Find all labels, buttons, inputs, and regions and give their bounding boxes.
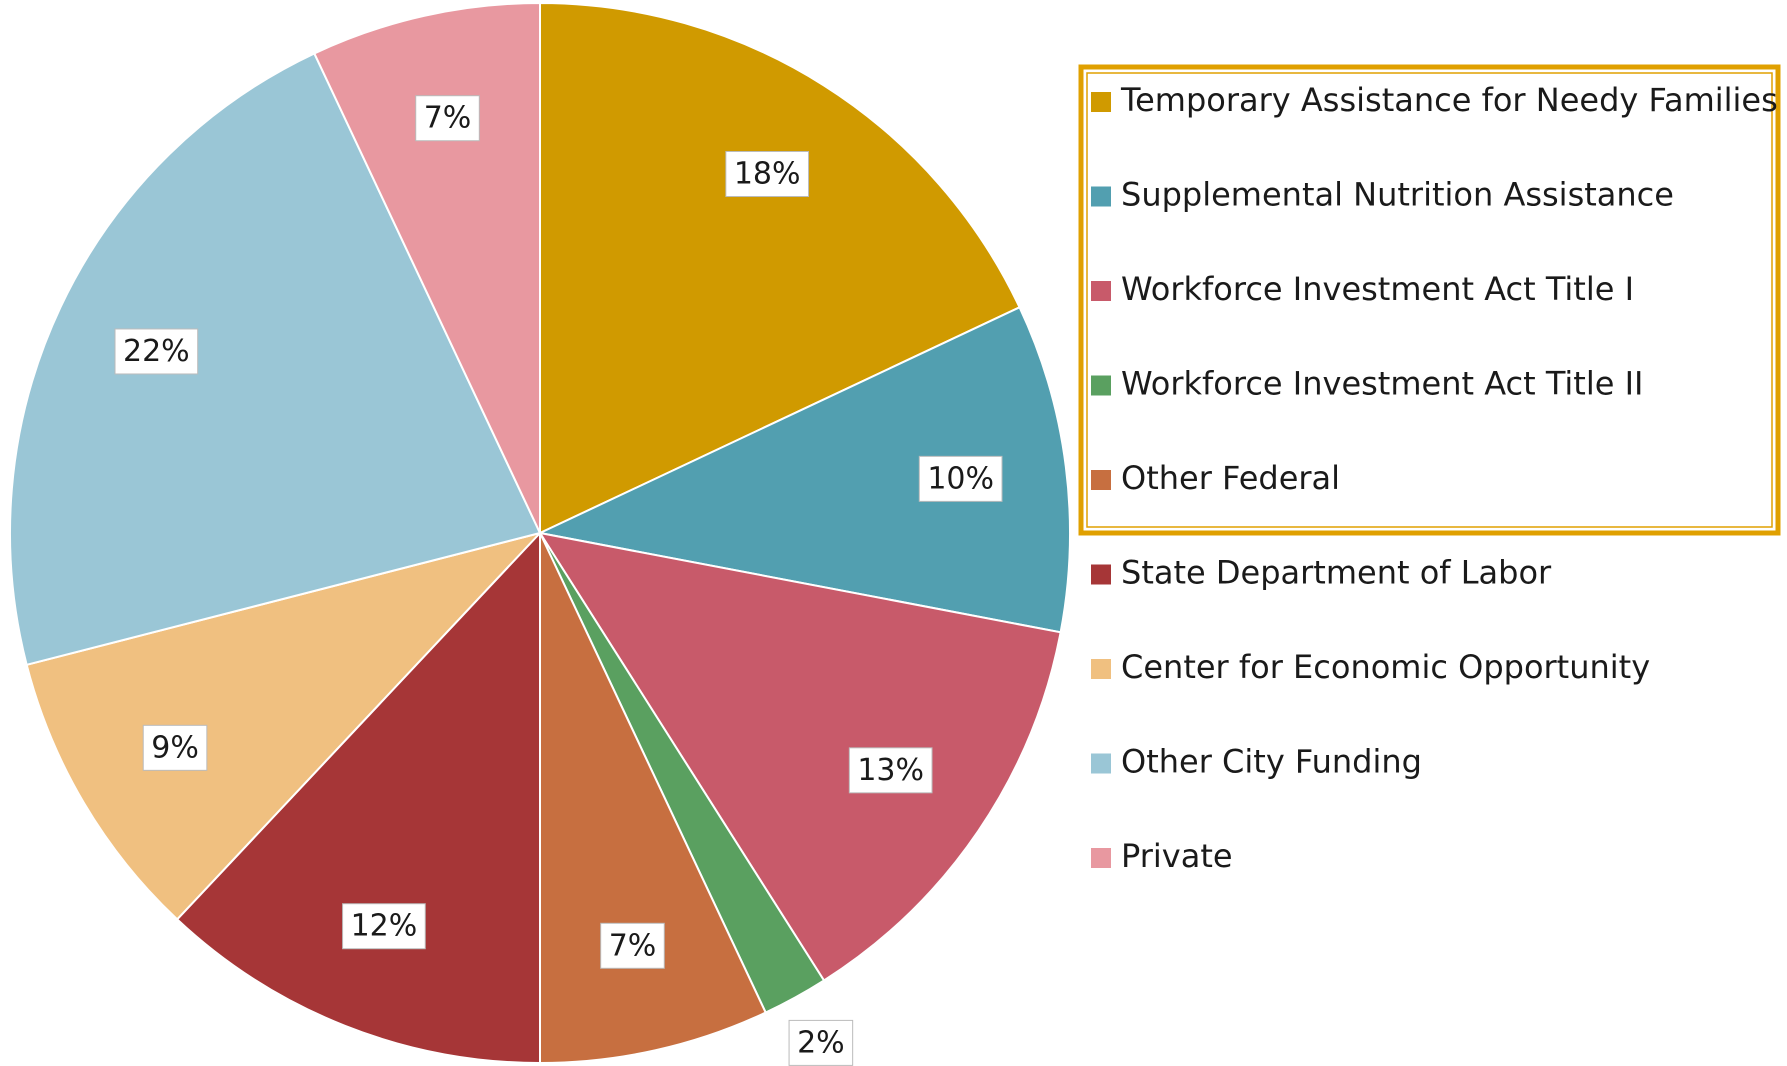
data-label-box	[600, 922, 665, 969]
pie-slice	[539, 532, 767, 1065]
data-label: 7%	[609, 928, 657, 963]
legend-swatch	[1091, 375, 1111, 396]
data-label-box	[342, 903, 426, 950]
data-label: 9%	[151, 730, 199, 765]
legend-swatch	[1091, 753, 1111, 774]
legend-swatch	[1091, 659, 1111, 679]
data-label-box	[788, 1019, 854, 1066]
legend-swatch	[1091, 186, 1111, 207]
pie-slice	[536, 306, 1071, 634]
legend-swatch	[1091, 281, 1111, 301]
legend-swatch	[1091, 848, 1111, 868]
pie-slice	[313, 1, 541, 534]
data-label: 22%	[123, 334, 190, 369]
legend-swatch	[1091, 92, 1111, 112]
legend-label: Temporary Assistance for Needy Families	[1120, 81, 1778, 119]
legend: Temporary Assistance for Needy Families S…	[1091, 81, 1778, 875]
legend-highlight	[1078, 64, 1781, 536]
legend-label: Workforce Investment Act Title II	[1121, 365, 1643, 403]
legend-label: State Department of Labor	[1121, 554, 1552, 592]
data-label-box	[918, 455, 1003, 502]
data-label-box	[415, 95, 480, 142]
legend-label: Private	[1121, 837, 1233, 875]
data-label: 12%	[351, 909, 418, 944]
legend-label: Workforce Investment Act Title I	[1121, 270, 1634, 308]
data-label: 7%	[424, 101, 472, 136]
data-label-box	[725, 151, 810, 198]
legend-label: Center for Economic Opportunity	[1121, 648, 1650, 686]
data-label-box	[142, 724, 208, 771]
data-label: 10%	[927, 461, 994, 496]
legend-swatch	[1091, 470, 1111, 490]
pie	[9, 1, 1071, 1065]
pie-slice	[537, 531, 1062, 982]
legend-swatch	[1091, 564, 1111, 585]
data-label: 18%	[734, 157, 801, 192]
pie-slice	[9, 52, 542, 667]
data-label: 2%	[797, 1025, 845, 1060]
legend-label: Other Federal	[1121, 459, 1340, 497]
legend-label: Supplemental Nutrition Assistance	[1121, 176, 1674, 214]
legend-highlight-inner	[1086, 72, 1773, 528]
pie-slice	[539, 1, 1021, 535]
data-label-box	[848, 747, 933, 794]
data-label: 13%	[857, 753, 924, 788]
pie-slice	[175, 530, 541, 1065]
data-label-box	[114, 328, 199, 375]
data-labels: 18% 10% 13% 2% 7% 12% 9% 22% 7%	[114, 95, 1003, 1066]
legend-label: Other City Funding	[1121, 743, 1422, 781]
pie-slice	[25, 531, 544, 921]
